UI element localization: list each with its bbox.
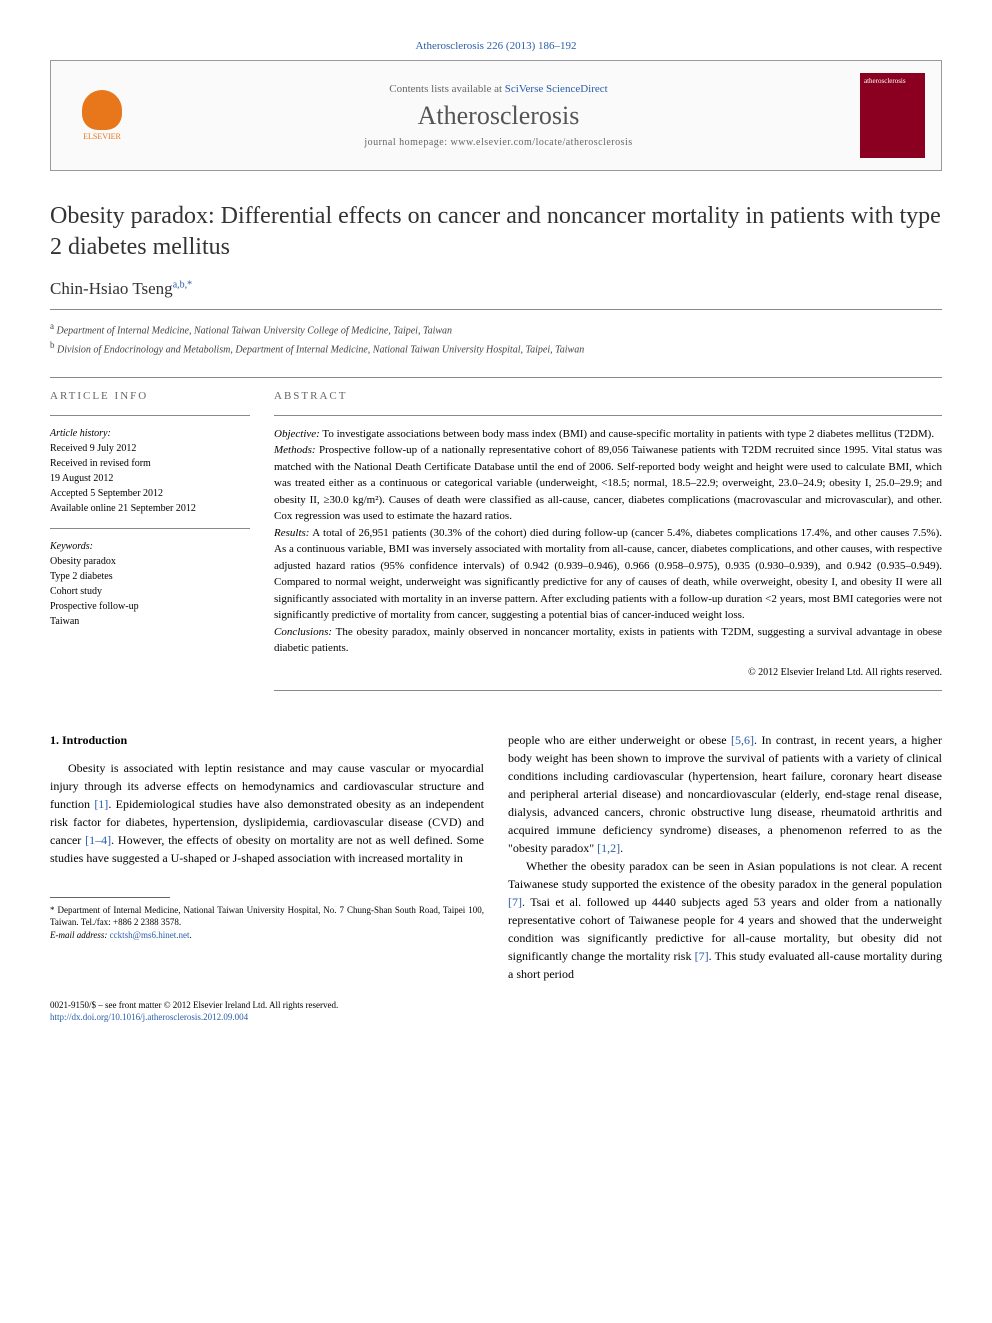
correspondence-footnote: * Department of Internal Medicine, Natio… <box>50 904 484 942</box>
divider <box>50 377 942 378</box>
elsevier-logo: ELSEVIER <box>67 81 137 151</box>
abstract-results: Results: A total of 26,951 patients (30.… <box>274 525 942 624</box>
conclusions-label: Conclusions: <box>274 626 332 638</box>
contents-label: Contents lists available at <box>389 83 504 95</box>
publisher-name: ELSEVIER <box>83 132 121 141</box>
affiliation-a: a Department of Internal Medicine, Natio… <box>50 320 942 338</box>
divider <box>50 415 250 416</box>
keyword: Taiwan <box>50 614 250 629</box>
section-heading: 1. Introduction <box>50 731 484 749</box>
article-history: Article history: Received 9 July 2012 Re… <box>50 426 250 516</box>
paragraph: Obesity is associated with leptin resist… <box>50 759 484 867</box>
conclusions-text: The obesity paradox, mainly observed in … <box>274 626 942 655</box>
paragraph: people who are either underweight or obe… <box>508 731 942 857</box>
keyword: Obesity paradox <box>50 554 250 569</box>
divider <box>50 528 250 529</box>
keywords-heading: Keywords: <box>50 539 250 554</box>
abstract-methods: Methods: Prospective follow-up of a nati… <box>274 442 942 525</box>
keywords-block: Keywords: Obesity paradox Type 2 diabete… <box>50 539 250 629</box>
journal-homepage: journal homepage: www.elsevier.com/locat… <box>137 137 860 148</box>
citation-ref[interactable]: [1–4] <box>85 833 111 847</box>
citation-ref[interactable]: [5,6] <box>731 733 754 747</box>
article-info-heading: ARTICLE INFO <box>50 388 250 405</box>
author-name: Chin-Hsiao Tseng <box>50 279 173 298</box>
journal-name: Atherosclerosis <box>137 101 860 131</box>
abstract-heading: ABSTRACT <box>274 388 942 405</box>
keyword: Prospective follow-up <box>50 599 250 614</box>
column-right: people who are either underweight or obe… <box>508 731 942 983</box>
affil-text: Division of Endocrinology and Metabolism… <box>57 344 584 355</box>
front-matter: 0021-9150/$ – see front matter © 2012 El… <box>50 1000 338 1010</box>
paragraph: Whether the obesity paradox can be seen … <box>508 857 942 983</box>
sciencedirect-link[interactable]: SciVerse ScienceDirect <box>505 83 608 95</box>
homepage-label: journal homepage: <box>364 137 450 148</box>
homepage-url[interactable]: www.elsevier.com/locate/atherosclerosis <box>451 137 633 148</box>
affil-mark: a <box>50 321 54 331</box>
keyword: Cohort study <box>50 584 250 599</box>
header-center: Contents lists available at SciVerse Sci… <box>137 83 860 148</box>
history-heading: Article history: <box>50 426 250 441</box>
results-label: Results: <box>274 527 309 539</box>
body-text: 1. Introduction Obesity is associated wi… <box>50 731 942 983</box>
contents-available: Contents lists available at SciVerse Sci… <box>137 83 860 95</box>
history-line: Received 9 July 2012 <box>50 441 250 456</box>
journal-cover-thumbnail: atherosclerosis <box>860 73 925 158</box>
article-info: ARTICLE INFO Article history: Received 9… <box>50 388 250 701</box>
divider <box>274 415 942 416</box>
objective-label: Objective: <box>274 428 320 440</box>
elsevier-tree-icon <box>82 90 122 130</box>
doi-link[interactable]: http://dx.doi.org/10.1016/j.atherosclero… <box>50 1012 248 1022</box>
history-line: Available online 21 September 2012 <box>50 501 250 516</box>
keyword: Type 2 diabetes <box>50 569 250 584</box>
journal-header: ELSEVIER Contents lists available at Sci… <box>50 60 942 171</box>
history-line: 19 August 2012 <box>50 471 250 486</box>
results-text: A total of 26,951 patients (30.3% of the… <box>274 527 942 622</box>
divider <box>50 309 942 310</box>
objective-text: To investigate associations between body… <box>320 428 934 440</box>
authors: Chin-Hsiao Tsenga,b,* <box>50 279 942 299</box>
affiliation-b: b Division of Endocrinology and Metaboli… <box>50 339 942 357</box>
methods-text: Prospective follow-up of a nationally re… <box>274 444 942 522</box>
email-label: E-mail address: <box>50 930 110 940</box>
body-text: people who are either underweight or obe… <box>508 733 731 747</box>
footer: 0021-9150/$ – see front matter © 2012 El… <box>50 999 942 1024</box>
journal-citation: Atherosclerosis 226 (2013) 186–192 <box>50 40 942 52</box>
affil-text: Department of Internal Medicine, Nationa… <box>57 326 453 337</box>
affil-mark: b <box>50 340 55 350</box>
citation-ref[interactable]: [1] <box>94 797 108 811</box>
citation-ref[interactable]: [7] <box>508 895 522 909</box>
corr-text: Department of Internal Medicine, Nationa… <box>50 905 484 928</box>
body-text: . However, the effects of obesity on mor… <box>50 833 484 865</box>
abstract: ABSTRACT Objective: To investigate assoc… <box>274 388 942 701</box>
history-line: Received in revised form <box>50 456 250 471</box>
email-link[interactable]: ccktsh@ms6.hinet.net <box>110 930 190 940</box>
citation-ref[interactable]: [1,2] <box>597 841 620 855</box>
info-abstract-row: ARTICLE INFO Article history: Received 9… <box>50 388 942 701</box>
copyright: © 2012 Elsevier Ireland Ltd. All rights … <box>274 665 942 680</box>
column-left: 1. Introduction Obesity is associated wi… <box>50 731 484 983</box>
body-text: . In contrast, in recent years, a higher… <box>508 733 942 855</box>
divider <box>274 690 942 691</box>
affiliations: a Department of Internal Medicine, Natio… <box>50 320 942 357</box>
methods-label: Methods: <box>274 444 316 456</box>
cover-title: atherosclerosis <box>864 77 906 85</box>
author-affil-marks: a,b,* <box>173 280 192 291</box>
body-text: . <box>620 841 623 855</box>
abstract-conclusions: Conclusions: The obesity paradox, mainly… <box>274 624 942 657</box>
citation-ref[interactable]: [7] <box>695 949 709 963</box>
body-text: Whether the obesity paradox can be seen … <box>508 859 942 891</box>
history-line: Accepted 5 September 2012 <box>50 486 250 501</box>
abstract-objective: Objective: To investigate associations b… <box>274 426 942 443</box>
article-title: Obesity paradox: Differential effects on… <box>50 201 942 263</box>
footnote-divider <box>50 897 170 898</box>
